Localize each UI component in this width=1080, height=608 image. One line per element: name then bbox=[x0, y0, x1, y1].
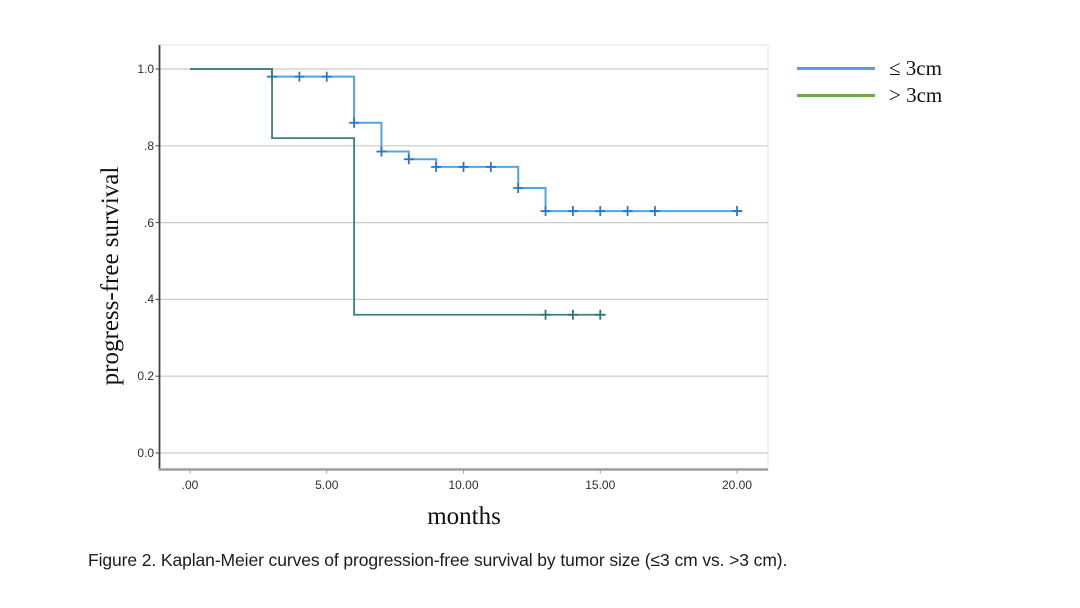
legend: ≤ 3cm > 3cm bbox=[797, 56, 942, 108]
y-tick-label: 0.2 bbox=[137, 369, 154, 384]
legend-label: ≤ 3cm bbox=[889, 56, 942, 80]
x-tick-label: 10.00 bbox=[448, 478, 479, 492]
x-axis-title: months bbox=[427, 503, 501, 530]
legend-entry: > 3cm bbox=[797, 83, 942, 108]
plot-frame bbox=[159, 44, 769, 470]
y-tick-label: .6 bbox=[143, 215, 154, 230]
x-tick-label: 15.00 bbox=[585, 478, 616, 492]
y-tick-label: 0.0 bbox=[137, 446, 154, 460]
x-tick-label: .00 bbox=[181, 478, 199, 492]
survival-curve bbox=[190, 68, 606, 316]
y-tick-label: 1.0 bbox=[137, 62, 154, 76]
legend-label: > 3cm bbox=[889, 83, 943, 107]
y-tick-label: .4 bbox=[143, 292, 154, 307]
figure-caption: Figure 2. Kaplan-Meier curves of progres… bbox=[88, 550, 788, 570]
x-tick-label: 20.00 bbox=[721, 478, 753, 492]
y-tick-label: .8 bbox=[143, 138, 154, 153]
y-axis-title: progress-free survival bbox=[97, 166, 124, 386]
x-tick-label: 5.00 bbox=[315, 478, 339, 492]
legend-entry: ≤ 3cm bbox=[797, 56, 942, 81]
legend-line-swatch bbox=[797, 94, 875, 97]
legend-line-swatch bbox=[797, 67, 875, 70]
